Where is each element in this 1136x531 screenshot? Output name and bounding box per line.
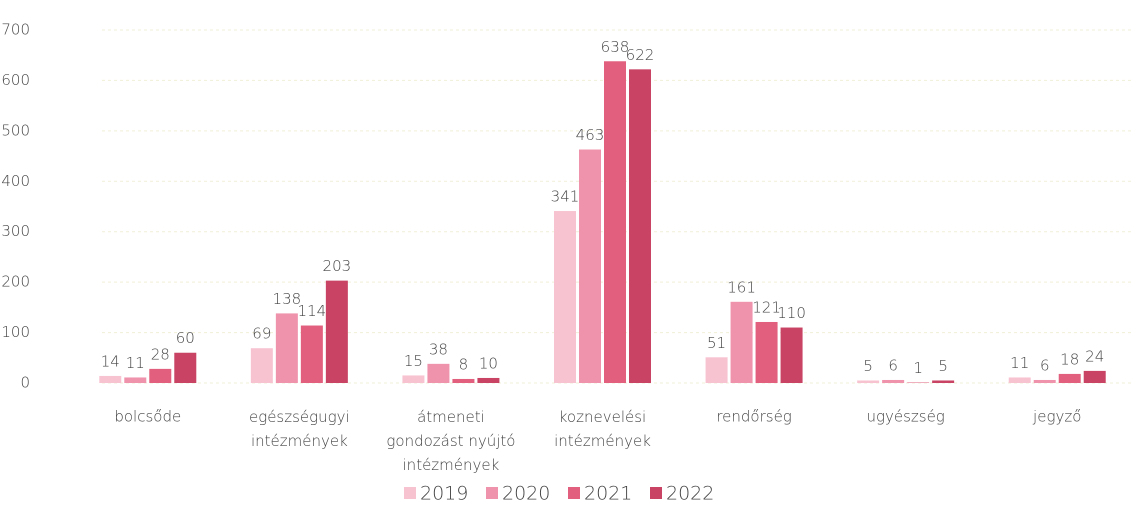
bar xyxy=(1008,377,1031,383)
data-label: 28 xyxy=(151,345,170,363)
bar xyxy=(932,380,955,383)
data-label: 6 xyxy=(888,356,898,374)
bar xyxy=(99,375,122,383)
y-tick-label: 500 xyxy=(1,121,30,139)
bar xyxy=(705,357,728,383)
legend-label: 2022 xyxy=(666,483,714,505)
y-tick-label: 100 xyxy=(1,323,30,341)
bar xyxy=(452,378,475,383)
y-tick-label: 700 xyxy=(1,21,30,39)
data-label: 121 xyxy=(752,298,781,316)
data-label: 15 xyxy=(404,352,423,370)
data-label: 110 xyxy=(777,304,806,322)
data-label: 638 xyxy=(601,38,630,56)
data-label: 114 xyxy=(298,302,327,320)
bar xyxy=(300,325,323,383)
bar xyxy=(604,61,626,383)
data-label: 14 xyxy=(101,352,120,370)
bar xyxy=(629,69,651,383)
y-tick-label: 0 xyxy=(20,374,30,392)
y-tick-label: 200 xyxy=(1,273,30,291)
bar xyxy=(857,380,880,383)
data-label: 11 xyxy=(126,354,145,372)
bar xyxy=(907,382,930,383)
data-label: 51 xyxy=(707,334,726,352)
x-tick-label: koznevelési intézmények xyxy=(554,408,651,450)
x-tick-label: jegyző xyxy=(1032,408,1081,426)
bar xyxy=(755,321,778,383)
x-tick-label: bolcsőde xyxy=(114,408,181,426)
bar xyxy=(250,348,273,383)
bar xyxy=(174,352,197,383)
x-tick-label: átmeneti gondozást nyújtó intézmények xyxy=(386,408,515,474)
bar xyxy=(325,280,348,383)
data-label: 622 xyxy=(626,46,655,64)
bar xyxy=(780,327,803,383)
data-label: 18 xyxy=(1060,350,1079,368)
bar xyxy=(1058,373,1081,383)
bar xyxy=(477,377,500,383)
bar xyxy=(402,375,425,383)
data-label: 10 xyxy=(479,354,498,372)
data-label: 38 xyxy=(429,340,448,358)
data-label: 11 xyxy=(1010,354,1029,372)
data-label: 69 xyxy=(252,325,271,343)
bar xyxy=(882,379,905,383)
data-label: 5 xyxy=(863,357,873,375)
x-tick-label: ugyészség xyxy=(866,408,944,426)
data-label: 8 xyxy=(459,355,469,373)
data-label: 341 xyxy=(551,188,580,206)
bar xyxy=(124,377,147,383)
x-tick-label: rendőrség xyxy=(716,408,791,426)
data-label: 24 xyxy=(1085,347,1104,365)
data-label: 203 xyxy=(323,257,352,275)
data-label: 138 xyxy=(273,290,302,308)
data-label: 1 xyxy=(913,359,923,377)
bar xyxy=(730,301,753,383)
data-label: 60 xyxy=(176,329,195,347)
y-tick-label: 400 xyxy=(1,172,30,190)
bar xyxy=(149,368,172,383)
data-label: 161 xyxy=(727,278,756,296)
y-tick-label: 600 xyxy=(1,71,30,89)
data-label: 463 xyxy=(576,126,605,144)
data-label: 5 xyxy=(938,357,948,375)
legend-swatch xyxy=(650,487,662,499)
bar xyxy=(1033,379,1056,383)
legend-swatch xyxy=(568,487,580,499)
legend-label: 2021 xyxy=(584,483,632,505)
bar xyxy=(554,211,576,383)
bar xyxy=(579,149,601,383)
x-tick-label: egészségugyi intézmények xyxy=(249,408,350,450)
legend-label: 2019 xyxy=(420,483,468,505)
bar xyxy=(1083,370,1106,383)
data-label: 6 xyxy=(1040,356,1050,374)
bar xyxy=(275,313,298,383)
y-tick-label: 300 xyxy=(1,222,30,240)
legend-swatch xyxy=(404,487,416,499)
legend-swatch xyxy=(486,487,498,499)
bar xyxy=(427,363,450,383)
legend-label: 2020 xyxy=(502,483,550,505)
